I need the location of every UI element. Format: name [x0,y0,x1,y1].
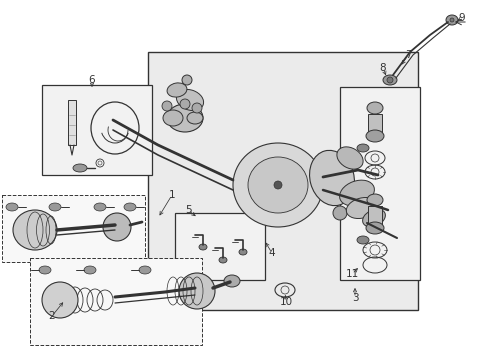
Ellipse shape [176,89,203,111]
Bar [367,206,381,228]
Ellipse shape [13,210,57,250]
Circle shape [386,77,392,83]
Ellipse shape [366,194,382,206]
Ellipse shape [219,257,226,263]
Ellipse shape [186,112,203,124]
Ellipse shape [124,203,136,211]
Ellipse shape [73,164,87,172]
Bar [148,52,417,310]
Ellipse shape [6,203,18,211]
Text: 6: 6 [88,75,95,85]
Text: 7: 7 [404,50,410,60]
Ellipse shape [366,102,382,114]
Ellipse shape [336,147,363,169]
Ellipse shape [49,203,61,211]
Circle shape [332,206,346,220]
Circle shape [180,99,190,109]
Text: 8: 8 [379,63,386,73]
Text: 10: 10 [279,297,292,307]
Bar [30,258,202,345]
Text: 2: 2 [49,311,55,321]
Ellipse shape [382,75,396,85]
Ellipse shape [139,266,151,274]
Text: 4: 4 [268,248,275,258]
Ellipse shape [365,130,383,142]
Circle shape [162,101,172,111]
Bar [175,213,264,280]
Ellipse shape [167,83,186,97]
Ellipse shape [179,273,215,309]
Ellipse shape [239,249,246,255]
Text: 9: 9 [458,13,465,23]
Circle shape [273,181,282,189]
Ellipse shape [94,203,106,211]
Ellipse shape [232,143,323,227]
Ellipse shape [362,209,385,227]
Ellipse shape [199,244,206,250]
Text: 11: 11 [345,269,358,279]
Ellipse shape [309,150,354,206]
Ellipse shape [42,282,78,318]
Ellipse shape [224,275,240,287]
Bar [68,100,76,145]
Ellipse shape [356,144,368,152]
Circle shape [192,103,202,113]
Text: 1: 1 [168,190,175,200]
Circle shape [449,18,453,22]
Bar [339,87,419,280]
Text: 3: 3 [351,293,358,303]
Ellipse shape [346,198,377,219]
Ellipse shape [365,222,383,234]
Ellipse shape [339,180,374,206]
Bar [42,85,152,175]
Ellipse shape [356,236,368,244]
Ellipse shape [247,157,307,213]
Ellipse shape [39,266,51,274]
Ellipse shape [84,266,96,274]
Bar [2,195,145,262]
Text: 5: 5 [184,205,191,215]
Ellipse shape [103,213,131,241]
Ellipse shape [445,15,457,25]
Ellipse shape [167,104,203,132]
Circle shape [182,75,192,85]
Bar [367,114,381,136]
Ellipse shape [163,110,183,126]
